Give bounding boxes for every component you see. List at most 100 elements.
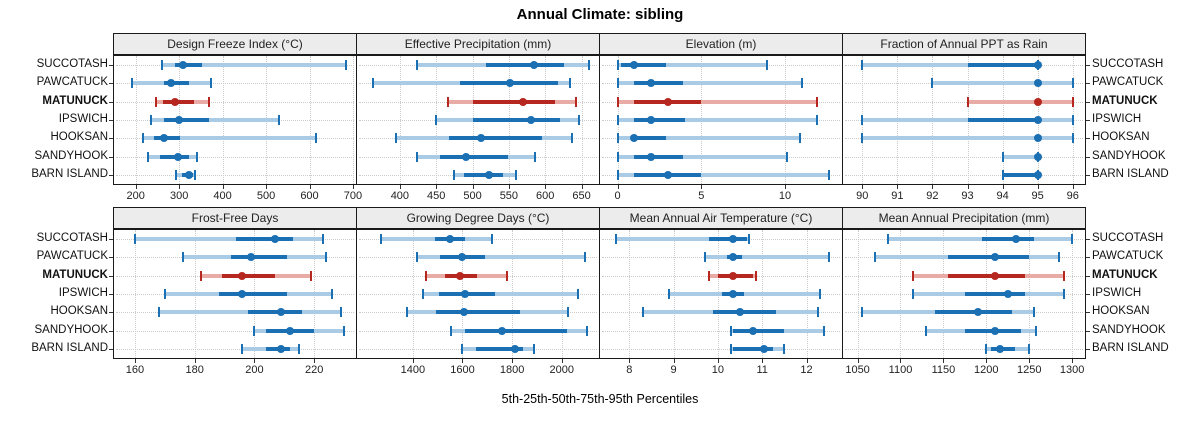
site-label-right: IPSWICH <box>1092 113 1142 125</box>
axis-tick-label: 500 <box>463 190 482 202</box>
whisker-cap <box>931 78 934 89</box>
axis-tick <box>932 185 934 189</box>
whisker-cap <box>1001 151 1004 162</box>
median-dot <box>729 290 738 298</box>
whisker-cap <box>506 270 509 281</box>
whisker-cap <box>818 289 821 299</box>
iqr-band <box>449 136 542 141</box>
row-tick <box>109 120 113 121</box>
axis-tick <box>508 185 510 189</box>
strip-title: Design Freeze Index (°C) <box>167 37 303 51</box>
site-label-right: SANDYHOOK <box>1092 323 1166 336</box>
row-tick <box>109 294 113 295</box>
whisker-cap <box>641 307 644 318</box>
whisker-cap <box>1071 115 1074 125</box>
median-dot <box>477 134 486 143</box>
iqr-band <box>221 273 276 278</box>
panel-plot <box>842 55 1086 185</box>
median-dot <box>973 308 982 317</box>
whisker-cap <box>861 60 864 71</box>
median-dot <box>458 253 467 262</box>
whisker-cap <box>253 325 256 336</box>
whisker-cap <box>616 169 619 180</box>
row-tick <box>109 348 113 350</box>
axis-tick-label: 5 <box>698 190 705 202</box>
whisker-band <box>615 237 749 242</box>
median-dot <box>736 308 745 317</box>
whisker-cap <box>181 252 184 263</box>
iqr-band <box>236 237 294 242</box>
panel-strip: Mean Annual Precipitation (mm) <box>842 207 1086 229</box>
axis-tick <box>1072 359 1074 363</box>
axis-tick <box>512 359 514 363</box>
gridline-h <box>116 101 354 103</box>
panel-plot <box>599 55 843 185</box>
median-dot <box>160 134 169 143</box>
whisker-cap <box>435 115 438 125</box>
row-tick <box>1086 83 1090 85</box>
median-dot <box>175 116 184 124</box>
axis-tick-label: 12 <box>800 364 813 376</box>
whisker-band <box>617 99 817 104</box>
whisker-band <box>617 154 787 159</box>
site-label-left: PAWCATUCK <box>36 76 108 89</box>
median-dot <box>1033 79 1042 88</box>
whisker-cap <box>322 234 325 245</box>
row-tick <box>1086 174 1090 176</box>
gridline-h <box>845 174 1083 176</box>
chart-title: Annual Climate: sibling <box>516 6 684 23</box>
row-tick <box>109 174 113 176</box>
iqr-band <box>174 63 202 68</box>
whisker-cap <box>783 343 786 354</box>
whisker-band <box>669 292 820 296</box>
site-label-left: MATUNUCK <box>42 268 108 281</box>
whisker-cap <box>461 343 464 354</box>
panel-strip: Design Freeze Index (°C) <box>113 33 357 55</box>
axis-tick <box>314 359 316 363</box>
axis-tick <box>1029 359 1031 363</box>
whisker-cap <box>344 60 347 71</box>
whisker-cap <box>208 96 211 107</box>
gridline-h <box>845 156 1083 158</box>
median-dot <box>1033 97 1042 106</box>
median-dot <box>996 344 1005 353</box>
axis-tick <box>967 185 969 189</box>
axis-tick-label: 500 <box>256 190 276 202</box>
whisker-band <box>617 118 817 122</box>
site-label-right: BARN ISLAND <box>1092 167 1169 180</box>
axis-tick-label: 1150 <box>931 364 956 376</box>
axis-tick <box>412 359 414 363</box>
whisker-band <box>862 136 1073 141</box>
axis-tick <box>472 185 474 189</box>
site-label-left: PAWCATUCK <box>36 250 108 263</box>
gridline-h <box>116 174 354 176</box>
panel-strip: Frost-Free Days <box>113 207 357 229</box>
strip-title: Elevation (m) <box>685 37 757 51</box>
axis-tick-label: 700 <box>343 190 363 202</box>
iqr-band <box>218 292 288 296</box>
whisker-cap <box>142 133 145 144</box>
whisker-cap <box>614 234 617 245</box>
whisker-cap <box>827 252 830 263</box>
strip-title: Mean Annual Precipitation (mm) <box>878 211 1050 225</box>
row-tick <box>1086 65 1090 67</box>
whisker-cap <box>816 307 819 318</box>
site-label-left: HOOKSAN <box>50 131 108 144</box>
whisker-cap <box>491 234 494 245</box>
axis-tick <box>897 185 899 189</box>
median-dot <box>1033 134 1042 143</box>
axis-tick-label: 1250 <box>1016 364 1042 376</box>
axis-tick <box>266 185 268 189</box>
iqr-band <box>464 328 567 333</box>
axis-tick-label: 0 <box>614 190 621 202</box>
whisker-cap <box>133 234 136 245</box>
gridline-h <box>602 330 840 332</box>
whisker-band <box>617 63 767 68</box>
row-tick <box>1086 120 1090 121</box>
median-dot <box>178 61 187 70</box>
axis-tick <box>179 185 181 189</box>
axis-tick <box>254 359 256 363</box>
whisker-cap <box>800 78 803 89</box>
iqr-band <box>634 118 685 122</box>
median-dot <box>647 79 656 88</box>
